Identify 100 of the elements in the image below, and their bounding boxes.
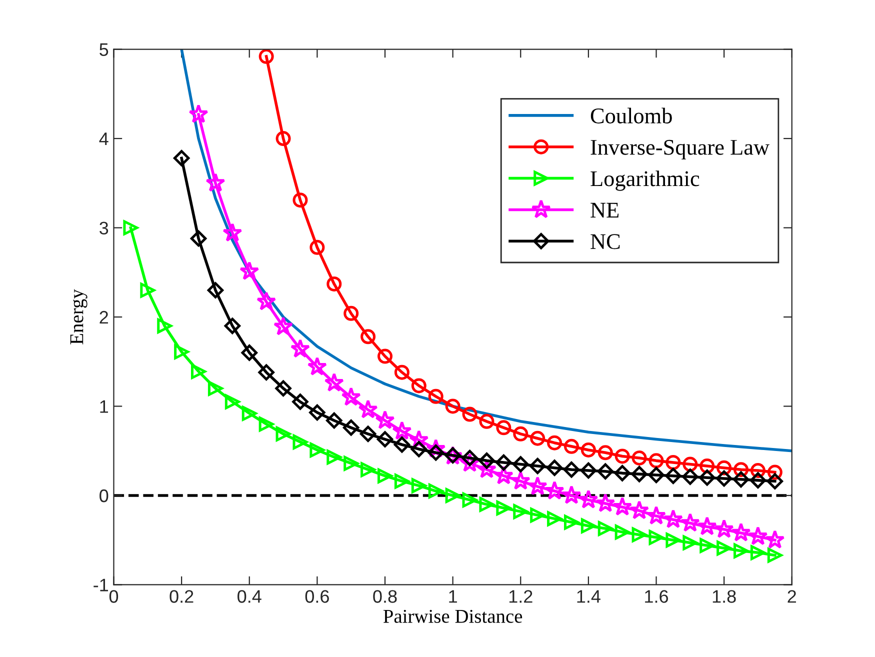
point <box>666 532 681 548</box>
point <box>750 545 766 560</box>
point <box>478 452 495 469</box>
point <box>344 456 359 471</box>
point <box>256 292 276 310</box>
point <box>716 540 732 556</box>
legend-label: Inverse-Square Law <box>590 140 770 160</box>
point <box>207 282 224 298</box>
point <box>242 406 257 421</box>
point <box>698 470 716 486</box>
point <box>697 516 717 536</box>
point <box>240 261 260 280</box>
x-tick-label: 1.6 <box>645 590 668 603</box>
x-tick-label: 1.4 <box>577 590 600 603</box>
point <box>680 512 700 532</box>
legend-label: NC <box>590 234 620 250</box>
point <box>224 394 240 410</box>
point <box>428 484 444 499</box>
point <box>648 466 664 484</box>
point <box>342 420 360 436</box>
point <box>191 364 206 379</box>
point <box>629 500 650 520</box>
point <box>663 509 684 528</box>
point <box>174 344 190 360</box>
point <box>206 172 226 192</box>
point <box>632 450 647 466</box>
point <box>290 338 310 358</box>
point <box>596 493 616 512</box>
point <box>665 468 682 484</box>
point <box>394 364 410 380</box>
x-tick-label: 2 <box>788 590 796 603</box>
point <box>767 548 782 563</box>
point <box>378 468 392 484</box>
point <box>530 508 546 523</box>
point <box>732 471 750 488</box>
point <box>376 431 394 448</box>
y-tick-label: 5 <box>100 43 108 56</box>
point <box>646 506 666 525</box>
point <box>445 488 460 503</box>
point <box>530 430 546 446</box>
point <box>513 426 528 442</box>
point <box>682 535 698 550</box>
point <box>632 527 647 542</box>
point <box>276 426 291 442</box>
point <box>562 485 582 504</box>
point <box>564 438 579 454</box>
y-tick-label: 0 <box>100 489 108 502</box>
x-tick-label: 1 <box>449 590 457 603</box>
point <box>292 192 308 208</box>
point <box>292 394 308 410</box>
point <box>140 282 156 298</box>
legend-label: Logarithmic <box>590 170 700 191</box>
x-tick-label: 0.8 <box>373 590 397 603</box>
point <box>224 318 241 334</box>
point <box>358 400 378 418</box>
point <box>411 478 426 494</box>
point <box>666 454 681 470</box>
point <box>344 306 359 321</box>
point <box>360 462 376 478</box>
point <box>307 356 328 376</box>
point <box>360 329 376 344</box>
point <box>310 240 325 255</box>
point <box>292 434 308 450</box>
point <box>564 514 579 530</box>
point <box>273 316 294 336</box>
point <box>748 526 768 546</box>
point <box>258 364 274 380</box>
legend-label: Coulomb <box>590 108 672 124</box>
x-tick-label: 0 <box>109 590 118 603</box>
point <box>648 453 664 468</box>
point <box>479 496 494 512</box>
point <box>394 474 410 489</box>
x-tick-label: 1.2 <box>509 590 532 603</box>
y-tick-label: -1 <box>94 578 108 592</box>
point <box>462 450 478 466</box>
x-tick-label: 0.6 <box>305 590 329 603</box>
point <box>326 450 342 465</box>
point <box>631 466 648 482</box>
point <box>428 388 444 404</box>
point <box>208 380 223 396</box>
point <box>188 104 208 123</box>
y-tick-label: 4 <box>99 132 108 146</box>
point <box>563 461 580 478</box>
point <box>496 500 512 516</box>
point <box>392 420 412 440</box>
point <box>714 519 734 538</box>
point <box>578 490 598 509</box>
point <box>765 530 785 549</box>
point <box>324 372 344 392</box>
point <box>275 380 292 397</box>
point <box>241 344 258 361</box>
point <box>411 378 426 394</box>
point <box>598 521 613 536</box>
point <box>173 150 190 166</box>
point <box>326 276 342 292</box>
y-tick-label: 3 <box>100 222 108 234</box>
x-tick-label: 1.8 <box>712 590 736 603</box>
point <box>258 416 274 432</box>
point <box>462 492 478 508</box>
point <box>326 412 342 429</box>
